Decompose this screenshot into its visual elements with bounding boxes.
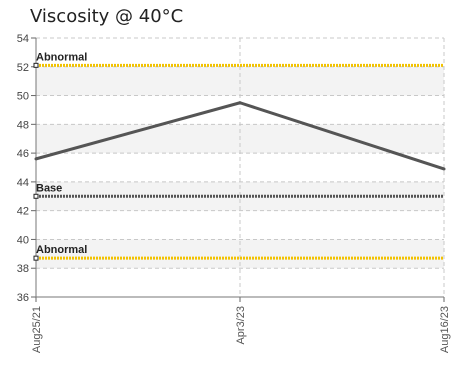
x-tick-label: Aug25/21 — [31, 306, 43, 353]
reference-marker — [33, 193, 39, 199]
data-point — [34, 157, 38, 161]
y-tick-label: 38 — [17, 263, 29, 275]
data-point — [442, 167, 446, 171]
chart-title: Viscosity @ 40°C — [30, 6, 184, 27]
y-tick-label: 44 — [17, 177, 29, 189]
y-tick-label: 40 — [17, 234, 29, 246]
reference-label: Base — [36, 182, 62, 194]
y-tick-label: 50 — [17, 91, 29, 103]
x-tick-label: Apr3/23 — [235, 306, 247, 345]
y-tick-label: 54 — [17, 33, 29, 45]
y-tick-label: 36 — [17, 292, 29, 304]
x-tick-label: Aug16/23 — [439, 306, 451, 353]
data-point — [238, 101, 242, 105]
y-tick-label: 46 — [17, 148, 29, 160]
reference-marker — [33, 255, 39, 261]
reference-label: Abnormal — [36, 244, 87, 256]
y-tick-label: 52 — [17, 62, 29, 74]
reference-marker — [33, 62, 39, 68]
y-tick-label: 42 — [17, 206, 29, 218]
reference-label: Abnormal — [36, 51, 87, 63]
y-tick-label: 48 — [17, 119, 29, 131]
